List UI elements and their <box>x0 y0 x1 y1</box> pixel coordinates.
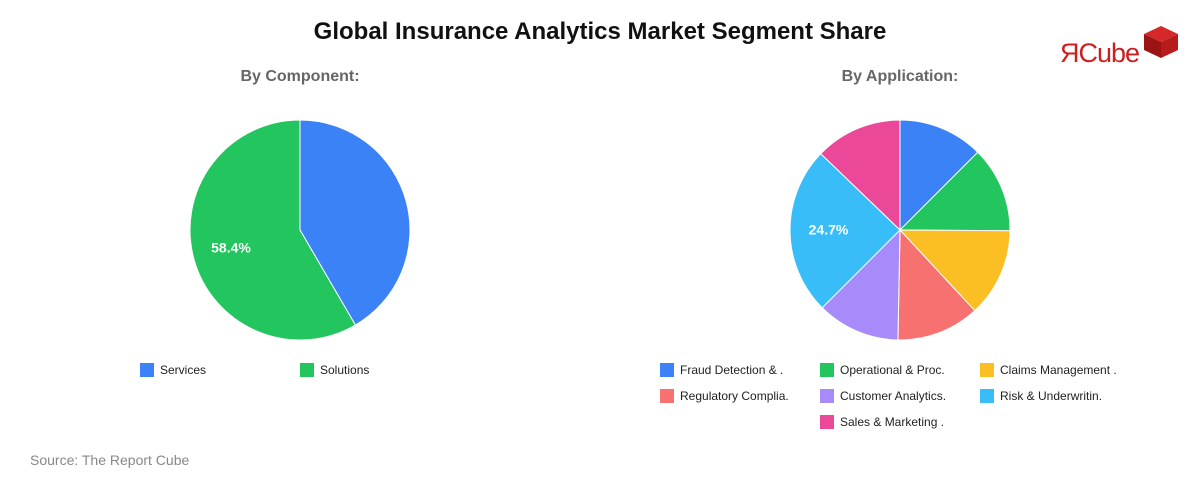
component-pie-subtitle: By Component: <box>240 68 360 85</box>
cube-icon <box>1144 26 1178 58</box>
legend-label: Claims Management . <box>1000 363 1117 377</box>
pie-slice-claims-management[interactable] <box>898 229 1011 312</box>
legend-item-solutions[interactable]: Solutions <box>300 362 369 378</box>
legend-item-fraud-detection[interactable]: Fraud Detection & . <box>660 362 783 378</box>
legend-item-operational[interactable]: Operational & Proc. <box>820 362 945 378</box>
legend-swatch <box>300 363 314 377</box>
application-pie-chart: 24.7% <box>789 119 1011 341</box>
legend-label: Solutions <box>320 363 370 377</box>
pie-data-label: 24.7% <box>809 221 849 237</box>
legend-swatch <box>140 363 154 377</box>
legend-item-regulatory[interactable]: Regulatory Complia. <box>660 388 789 404</box>
source-note: Source: The Report Cube <box>30 452 190 468</box>
legend-label: Services <box>160 363 207 377</box>
pie-slice-operational-proc[interactable] <box>898 151 1011 232</box>
pie-slice-solutions[interactable] <box>189 119 357 341</box>
legend-item-claims-management[interactable]: Claims Management . <box>980 362 1117 378</box>
legend-item-sales-marketing[interactable]: Sales & Marketing . <box>820 414 944 430</box>
pie-data-label: 58.4% <box>211 239 251 255</box>
legend-label: Fraud Detection & . <box>680 363 784 377</box>
legend-label: Customer Analytics. <box>840 389 947 403</box>
legend-swatch <box>660 389 674 403</box>
legend-swatch <box>980 363 994 377</box>
legend-label: Regulatory Complia. <box>680 389 789 403</box>
legend-swatch <box>980 389 994 403</box>
legend-item-risk-underwriting[interactable]: Risk & Underwritin. <box>980 388 1102 404</box>
pie-slice-regulatory-complia[interactable] <box>897 228 976 341</box>
legend-label: Operational & Proc. <box>840 363 945 377</box>
component-pie-chart: 58.4% <box>189 119 411 341</box>
legend-swatch <box>820 363 834 377</box>
pie-slice-services[interactable] <box>299 119 411 326</box>
pie-slice-customer-analytics[interactable] <box>821 228 901 341</box>
logo-text: ЯCube <box>1060 38 1140 68</box>
legend-swatch <box>660 363 674 377</box>
pie-slice-fraud-detection[interactable] <box>899 119 979 232</box>
legend-item-customer-analytics[interactable]: Customer Analytics. <box>820 388 946 404</box>
pie-slice-sales-marketing[interactable] <box>820 119 901 232</box>
legend-label: Risk & Underwritin. <box>1000 389 1103 403</box>
application-pie-subtitle: By Application: <box>841 68 959 85</box>
report-cube-logo: ЯCube <box>1060 24 1184 84</box>
chart-title: Global Insurance Analytics Market Segmen… <box>313 18 887 45</box>
legend-label: Sales & Marketing . <box>840 415 945 429</box>
legend-item-services[interactable]: Services <box>140 362 206 378</box>
legend-swatch <box>820 389 834 403</box>
legend-swatch <box>820 415 834 429</box>
pie-slice-risk-underwritin[interactable] <box>789 152 901 309</box>
